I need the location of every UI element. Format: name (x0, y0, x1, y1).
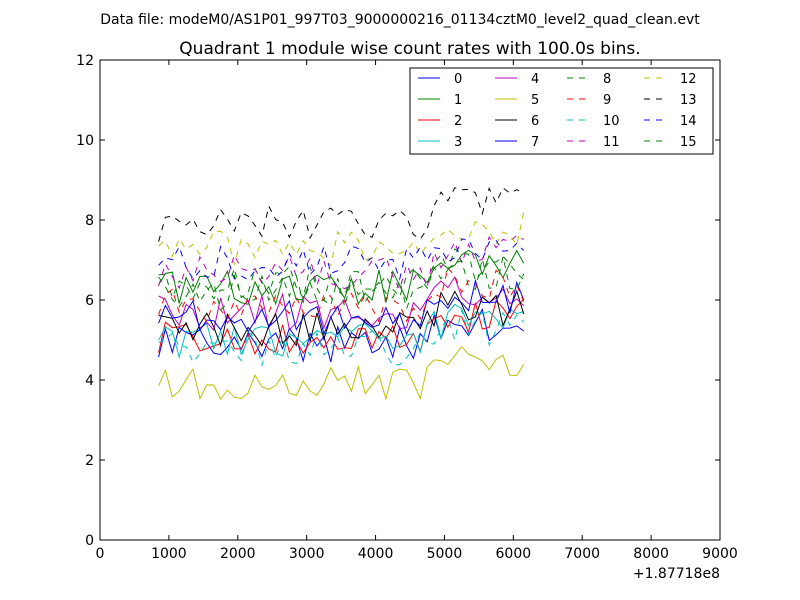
y-tick-label: 10 (76, 133, 94, 149)
legend-label-8: 8 (603, 72, 611, 87)
legend-label-6: 6 (531, 114, 539, 129)
series-4-line (158, 275, 525, 331)
legend-label-11: 11 (603, 135, 620, 150)
tick-layer: 0 1000 2000 3000 4000 5000 6000 7000 8000 9000 0 2 4… (76, 53, 738, 562)
x-tick-label: 2000 (220, 546, 256, 562)
series-13-line (158, 186, 524, 242)
legend-label-4: 4 (531, 72, 539, 87)
series-layer (158, 186, 525, 401)
series-7-line (158, 278, 525, 336)
series-5-line (158, 345, 525, 401)
series-15-line (158, 253, 525, 311)
legend-label-2: 2 (454, 114, 462, 129)
data-file-title: Data file: modeM0/AS1P01_997T03_90000002… (100, 12, 700, 28)
x-tick-label: 9000 (702, 546, 738, 562)
series-2-line (158, 299, 525, 356)
y-tick-label: 4 (85, 373, 94, 389)
legend-label-1: 1 (454, 93, 462, 108)
x-tick-label: 0 (96, 546, 105, 562)
legend-label-12: 12 (680, 72, 697, 87)
y-tick-label: 2 (85, 453, 94, 469)
legend-label-13: 13 (680, 93, 697, 108)
series-3-line (158, 303, 524, 360)
legend-label-10: 10 (603, 114, 620, 129)
x-tick-label: 5000 (427, 546, 463, 562)
x-tick-label: 6000 (496, 546, 532, 562)
y-tick-label: 8 (85, 213, 94, 229)
legend-label-0: 0 (454, 72, 462, 87)
y-tick-label: 12 (76, 53, 94, 69)
x-tick-label: 1000 (151, 546, 187, 562)
legend-label-9: 9 (603, 93, 611, 108)
x-tick-label: 7000 (564, 546, 600, 562)
chart-title: Quadrant 1 module wise count rates with … (179, 39, 640, 59)
x-tick-label: 3000 (289, 546, 325, 562)
series-6-line (158, 289, 525, 348)
series-9-line (158, 266, 525, 323)
x-tick-label: 4000 (358, 546, 394, 562)
series-14-line (158, 238, 525, 281)
y-tick-label: 6 (85, 293, 94, 309)
legend-label-15: 15 (680, 135, 697, 150)
legend-label-5: 5 (531, 93, 539, 108)
x-offset-text: +1.87718e8 (633, 566, 720, 582)
y-tick-label: 0 (85, 533, 94, 549)
legend-frame (409, 67, 714, 155)
legend-label-14: 14 (680, 114, 697, 129)
x-tick-label: 8000 (633, 546, 669, 562)
series-0-line (158, 307, 524, 363)
legend-label-7: 7 (531, 135, 539, 150)
legend-label-3: 3 (454, 135, 462, 150)
